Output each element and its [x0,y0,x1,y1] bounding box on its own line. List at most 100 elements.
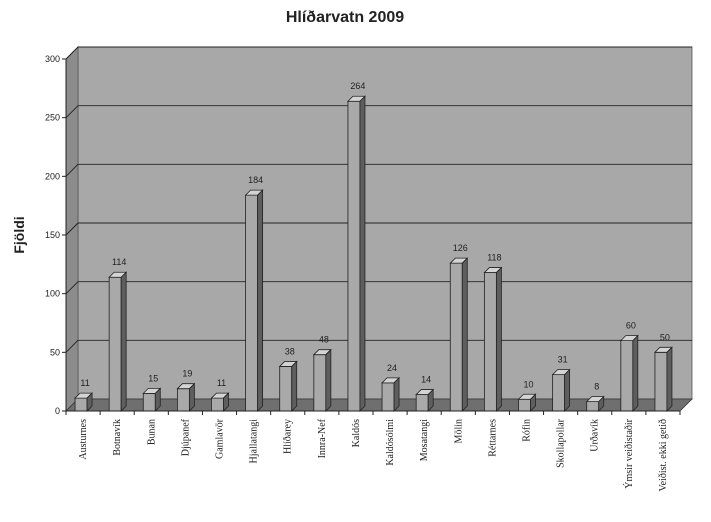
bar-front [245,194,259,412]
data-label: 38 [285,346,295,356]
x-tick-label: Bunan [146,419,157,445]
bar-side [598,395,605,412]
bar-front [654,351,668,412]
bar-side [461,257,468,412]
y-tick-label: 50 [50,347,60,357]
bar [653,346,673,412]
data-label: 24 [387,363,397,373]
bar-front [381,382,395,412]
data-label: 264 [350,81,365,91]
bar [176,382,196,412]
bar-side [223,392,229,412]
bar-front [211,397,224,412]
data-label: 48 [319,335,329,345]
bar [381,376,401,412]
bar-front [176,388,190,412]
bar-side [427,388,434,412]
x-tick-label: Hjallatangi [249,419,260,464]
bar-front [108,276,122,412]
x-tick-label: Austurnes [78,419,89,460]
data-label: 11 [217,378,226,388]
data-label: 11 [80,378,89,388]
bar-side [632,334,639,412]
data-label: 8 [594,382,599,392]
bar-side [154,387,161,412]
plot-area [65,46,693,412]
bar [517,393,537,412]
y-tick-label: 300 [45,54,60,64]
data-label: 14 [421,375,431,385]
bar-front [586,401,600,412]
bar-side [257,189,264,412]
data-labels: 11 114 15 19 11 184 38 48 264 24 14 126 118 10 31 8 60 50 [80,81,670,391]
gridlines [65,46,692,353]
bar-front [279,366,293,412]
bar [142,387,162,412]
data-label: 10 [523,379,533,389]
chart-title: Hlíðarvatn 2009 [286,9,404,26]
data-label: 31 [558,355,568,365]
data-label: 118 [487,253,501,263]
bar-front [142,392,156,412]
bar-side [325,348,332,412]
x-axis: Austurnes Botnavík Bunan Djúpanef Gamlavör Hj… [65,410,681,492]
bar [449,257,469,412]
bar [346,95,366,412]
bar-side [359,95,366,412]
bar-side [666,346,673,412]
gridline [65,105,692,118]
bar-side [393,376,400,412]
y-tick-label: 250 [45,113,60,123]
x-tick-label: Innra-Nef [317,418,328,458]
bar-front [620,340,634,412]
bars [74,95,673,412]
bar-front [449,262,463,412]
bar [585,395,605,412]
data-label: 19 [182,369,192,379]
data-label: 184 [248,175,263,185]
bar [312,348,332,412]
data-label: 114 [112,257,126,267]
bar [244,189,264,412]
bar [551,368,571,412]
x-tick-label: Kaldósólmi [385,419,396,466]
x-tick-label: Gamlavör [215,418,226,459]
bar [210,392,230,412]
y-tick-label: 0 [55,406,60,416]
data-label: 126 [453,243,468,253]
bar [108,271,128,412]
bar-side [564,368,571,412]
x-tick-label: Kaldós [351,419,362,447]
y-tick-label: 100 [45,289,60,299]
y-axis-label: Fjöldi [11,216,27,253]
bar [415,388,435,412]
bar-side [495,266,502,412]
bar-front [74,397,88,412]
data-label: 60 [626,321,636,331]
y-tick-label: 200 [45,171,60,181]
gridline [65,46,692,60]
bar-side [530,393,536,412]
bar-front [518,398,531,412]
bar-front [415,394,429,412]
x-tick-label: Botnavík [112,419,123,456]
data-label: 50 [660,332,670,342]
bar-side [188,382,195,412]
data-label: 15 [148,373,158,383]
bar-side [120,271,127,412]
bar-front [313,354,327,412]
x-tick-label: Hlíðarey [283,419,294,454]
x-tick-label: Mosatangi [419,419,430,461]
x-tick-label: Réttarnes [487,419,498,457]
bar-side [291,360,298,412]
y-axis: 0 50 100 150 200 250 300 [45,54,67,416]
x-tick-label: Mölin [453,419,464,443]
x-tick-label: Djúpanef [180,418,191,456]
y-tick-label: 150 [45,230,60,240]
bar [619,334,639,412]
x-tick-label: Ýmsir veiðistaðir [623,418,635,488]
bar-side [86,392,93,412]
bar-front [483,272,497,412]
x-tick-label: Skollapollar [556,418,567,468]
